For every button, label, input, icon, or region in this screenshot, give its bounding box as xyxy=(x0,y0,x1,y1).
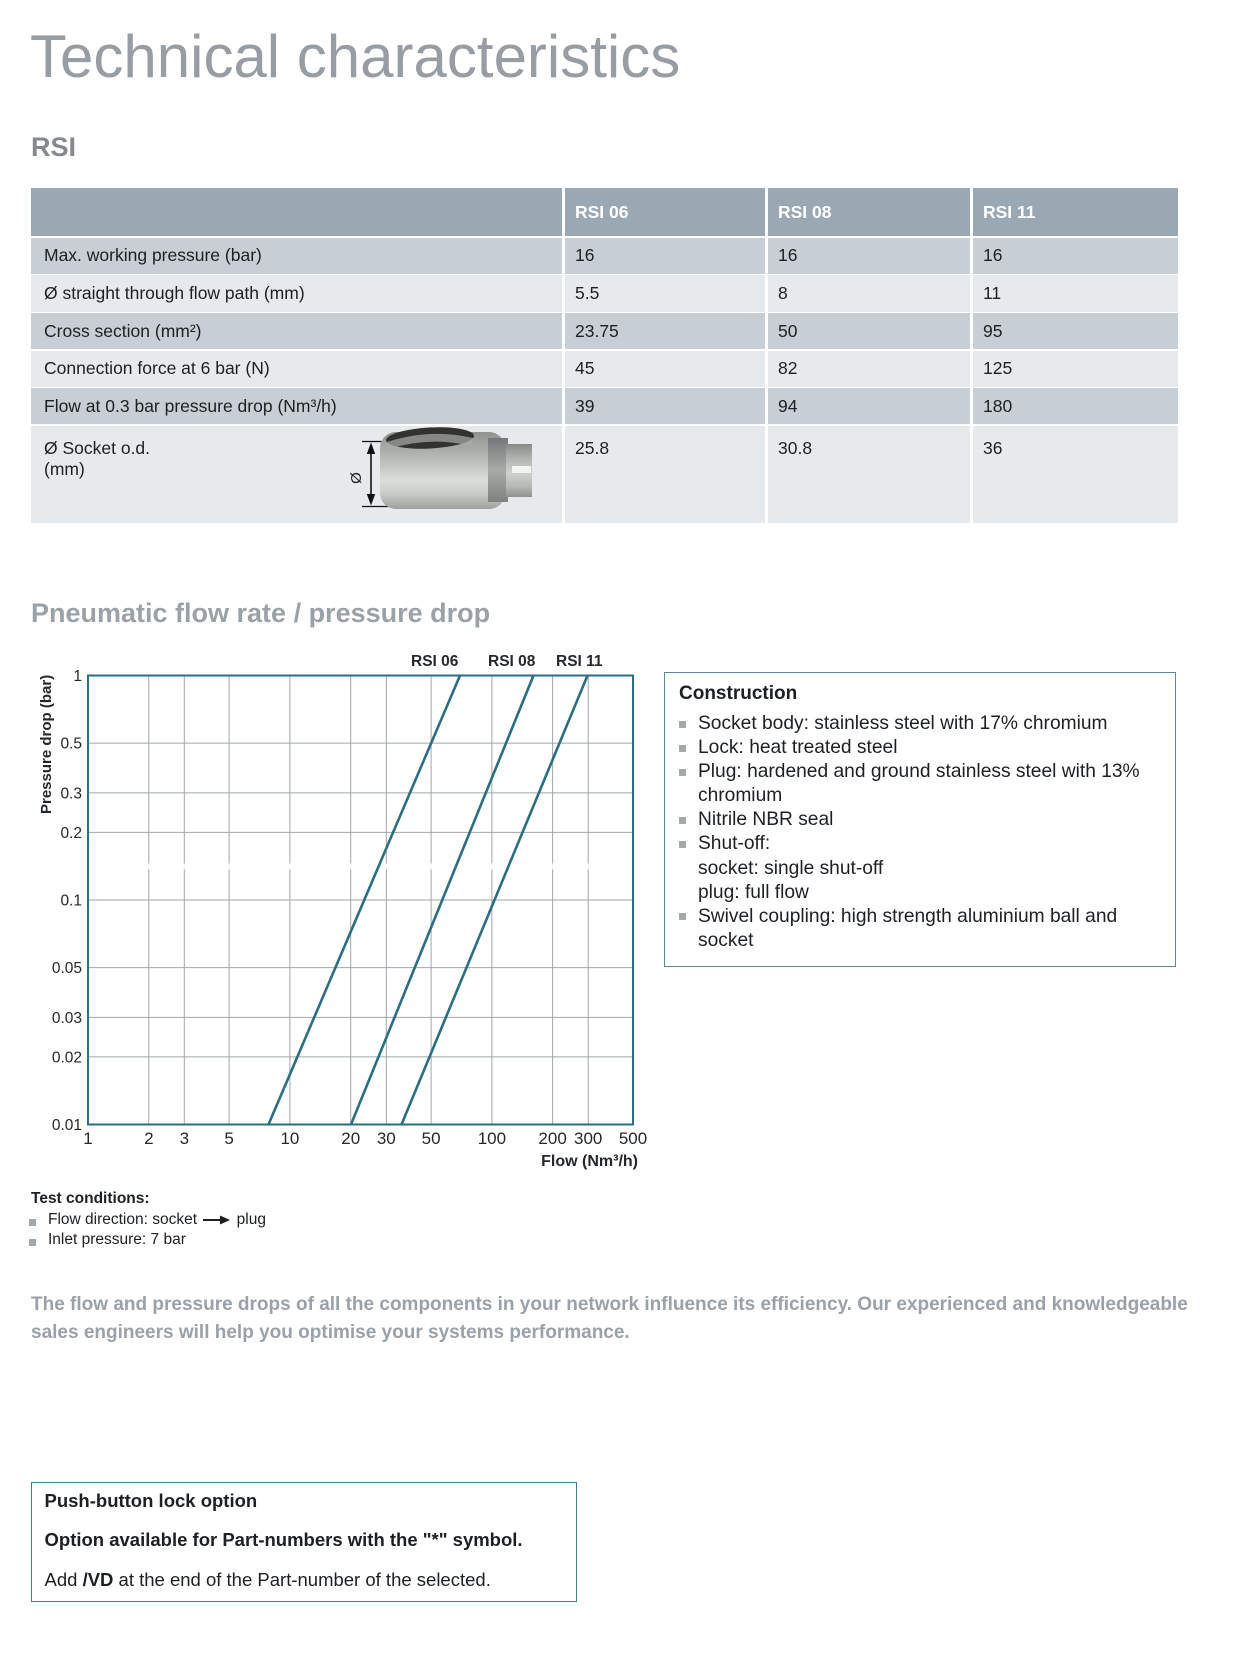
svg-text:10: 10 xyxy=(280,1129,299,1148)
svg-text:Flow (Nm³/h): Flow (Nm³/h) xyxy=(541,1153,638,1170)
svg-text:0.02: 0.02 xyxy=(52,1049,82,1066)
svg-text:100: 100 xyxy=(478,1129,506,1148)
svg-text:0.2: 0.2 xyxy=(60,825,82,842)
svg-text:20: 20 xyxy=(341,1129,360,1148)
svg-text:Ø: Ø xyxy=(348,472,365,484)
svg-text:Pressure drop (bar): Pressure drop (bar) xyxy=(38,675,55,814)
svg-text:0.01: 0.01 xyxy=(52,1117,82,1134)
svg-text:200: 200 xyxy=(538,1129,566,1148)
svg-text:300: 300 xyxy=(574,1129,602,1148)
svg-text:30: 30 xyxy=(377,1129,396,1148)
svg-text:0.5: 0.5 xyxy=(60,736,82,753)
svg-text:0.3: 0.3 xyxy=(60,785,82,802)
svg-text:0.05: 0.05 xyxy=(52,960,82,977)
svg-text:1: 1 xyxy=(73,668,82,685)
svg-text:3: 3 xyxy=(180,1129,189,1148)
svg-text:2: 2 xyxy=(144,1129,153,1148)
svg-text:50: 50 xyxy=(422,1129,441,1148)
svg-text:1: 1 xyxy=(83,1129,92,1148)
svg-text:5: 5 xyxy=(224,1129,233,1148)
svg-text:500: 500 xyxy=(619,1129,647,1148)
svg-text:0.03: 0.03 xyxy=(52,1010,82,1027)
svg-text:0.1: 0.1 xyxy=(60,893,82,910)
